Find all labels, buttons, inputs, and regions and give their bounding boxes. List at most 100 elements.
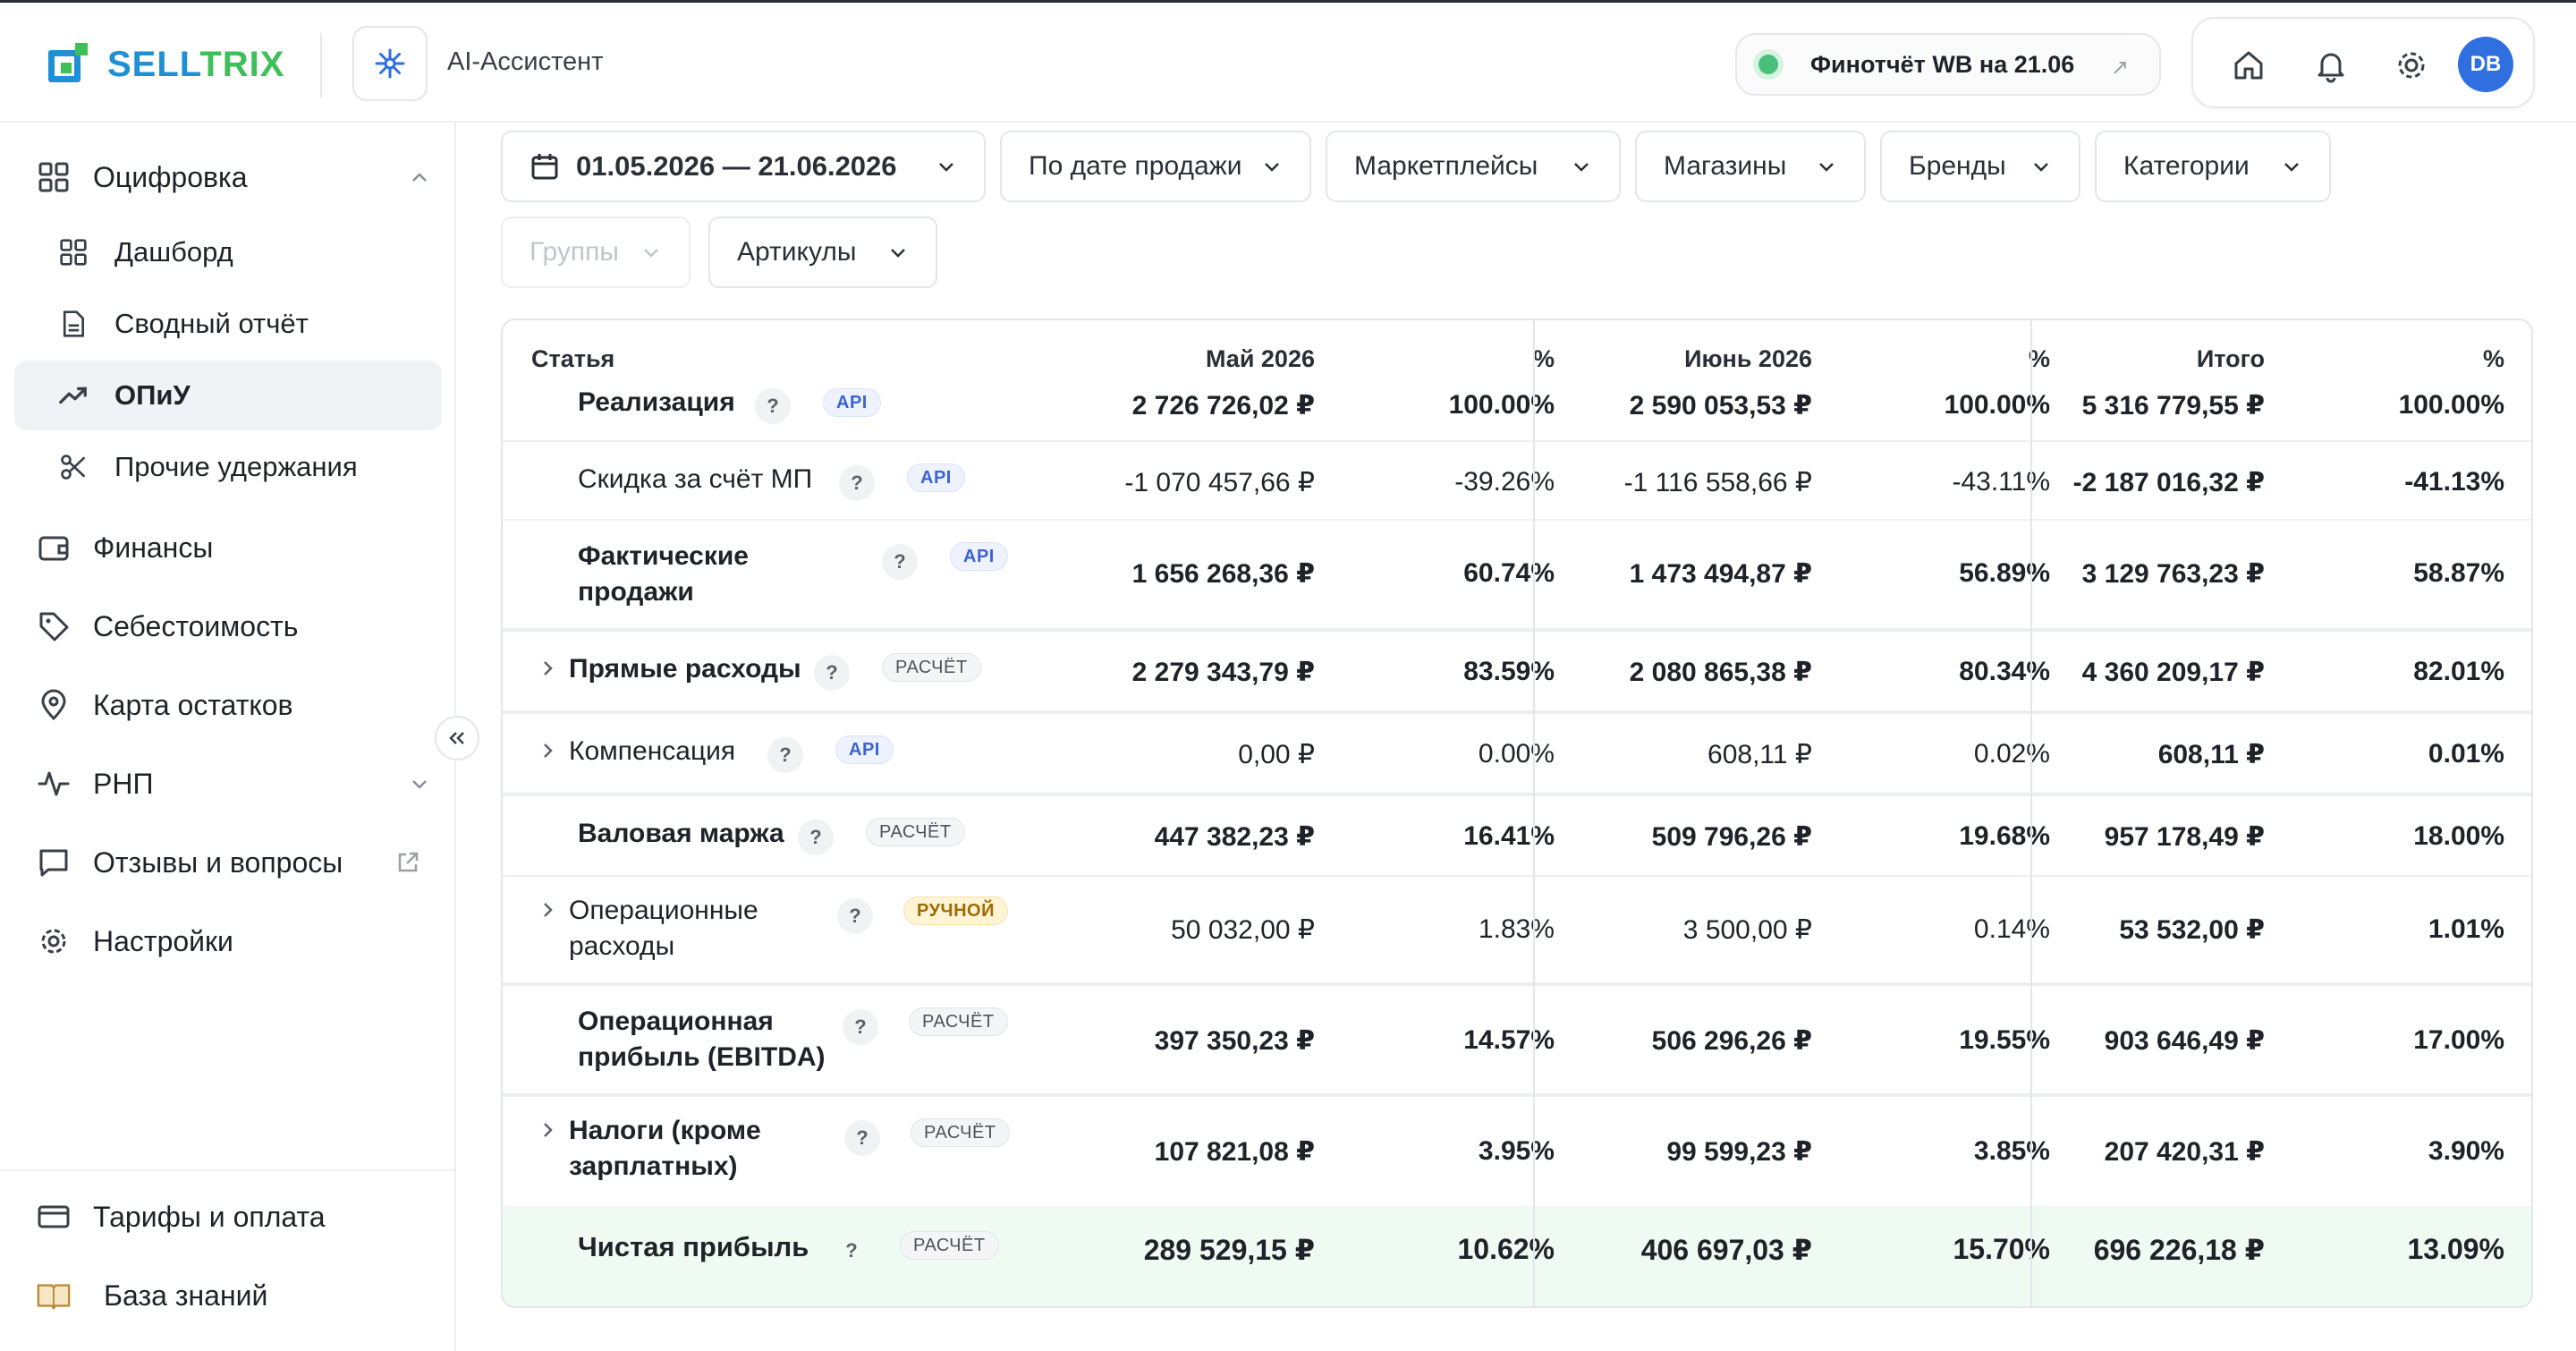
marketplaces-filter[interactable]: Маркетплейсы <box>1326 131 1621 202</box>
sidebar-item-stock-map[interactable]: Карта остатков <box>14 670 442 740</box>
help-icon[interactable]: ? <box>767 737 803 773</box>
col-item[interactable]: Статья <box>531 345 615 372</box>
sidebar-item-label: Оцифровка <box>93 160 248 193</box>
gear-icon[interactable] <box>2392 46 2431 85</box>
row-label: Операционная прибыль (EBITDA) <box>578 1007 826 1072</box>
sidebar-item-knowledge-base[interactable]: База знаний <box>14 1261 442 1330</box>
value-total-pct: 1.01% <box>2428 914 2504 944</box>
report-status-chip[interactable]: Финотчёт WB на 21.06 ↗ <box>1735 33 2161 96</box>
value-total-pct: 17.00% <box>2413 1025 2504 1055</box>
source-badge: РАСЧЁТ <box>900 1231 999 1260</box>
header-divider <box>320 33 322 98</box>
value-total: 53 532,00 ₽ <box>2119 915 2265 945</box>
source-badge: API <box>950 542 1008 571</box>
table-row[interactable]: Компенсация ? API 0,00 ₽ 0.00% 608,11 ₽ … <box>503 710 2531 793</box>
value-total: 903 646,49 ₽ <box>2104 1026 2265 1056</box>
sidebar-item-finance[interactable]: Финансы <box>14 513 442 582</box>
chevron-right-icon[interactable] <box>538 900 558 920</box>
selltrix-logo[interactable]: SELLTRIX <box>48 42 284 87</box>
sidebar-item-cost[interactable]: Себестоимость <box>14 591 442 661</box>
sidebar-item-settings[interactable]: Настройки <box>14 906 442 976</box>
value-total: -2 187 016,32 ₽ <box>2072 468 2265 497</box>
value-may: 0,00 ₽ <box>1238 740 1315 769</box>
table-row[interactable]: Налоги (кроме зарплатных) ? РАСЧЁТ 107 82… <box>503 1093 2531 1206</box>
sidebar-item-pnl[interactable]: ОПиУ <box>14 361 442 430</box>
source-badge: РУЧНОЙ <box>903 896 1008 925</box>
col-may-pct[interactable]: % <box>1532 345 1555 372</box>
row-label: Операционные расходы <box>569 896 758 961</box>
sidebar-item-label: Отзывы и вопросы <box>93 845 343 879</box>
table-row[interactable]: Реализация ? API 2 726 726,02 ₽ 100.00% … <box>503 379 2531 440</box>
row-label: Чистая прибыль <box>578 1231 809 1262</box>
table-row[interactable]: Операционная прибыль (EBITDA) ? РАСЧЁТ 39… <box>503 982 2531 1093</box>
help-icon[interactable]: ? <box>882 544 918 580</box>
avatar[interactable]: DB <box>2458 37 2513 92</box>
categories-filter[interactable]: Категории <box>2095 131 2331 202</box>
sale-date-filter[interactable]: По дате продажи <box>1000 131 1311 202</box>
sidebar-item-rnp[interactable]: РНП <box>14 749 442 819</box>
row-label: Валовая маржа <box>578 819 784 848</box>
sidebar-collapse-button[interactable] <box>435 716 479 760</box>
sidebar-item-label: Прочие удержания <box>114 451 358 482</box>
shops-filter[interactable]: Магазины <box>1635 131 1866 202</box>
help-icon[interactable]: ? <box>839 465 875 501</box>
help-icon[interactable]: ? <box>798 820 834 855</box>
bell-icon[interactable] <box>2311 46 2351 85</box>
value-may-pct: 0.00% <box>1478 739 1555 769</box>
chevron-right-icon[interactable] <box>538 741 558 760</box>
help-icon[interactable]: ? <box>814 655 850 691</box>
sidebar-item-reviews[interactable]: Отзывы и вопросы <box>14 828 442 897</box>
sidebar-item-other-deductions[interactable]: Прочие удержания <box>14 432 442 502</box>
table-row-net-profit[interactable]: Чистая прибыль ? РАСЧЁТ 289 529,15 ₽ 10.… <box>503 1206 2531 1306</box>
value-may-pct: 3.95% <box>1478 1136 1555 1166</box>
brands-filter[interactable]: Бренды <box>1880 131 2080 202</box>
help-icon[interactable]: ? <box>755 388 791 424</box>
value-may: -1 070 457,66 ₽ <box>1124 468 1315 497</box>
help-icon[interactable]: ? <box>843 1009 878 1045</box>
calendar-icon <box>531 154 558 180</box>
value-total: 696 226,18 ₽ <box>2093 1234 2265 1266</box>
groups-filter: Группы <box>501 217 691 288</box>
sidebar-item-summary-report[interactable]: Сводный отчёт <box>14 289 442 359</box>
filter-label: Маркетплейсы <box>1354 151 1538 181</box>
articles-filter[interactable]: Артикулы <box>708 217 937 288</box>
col-total-pct[interactable]: % <box>2482 345 2504 372</box>
value-total-pct: -41.13% <box>2404 467 2504 497</box>
sidebar-item-label: База знаний <box>104 1279 268 1312</box>
chevron-right-icon[interactable] <box>538 1120 558 1140</box>
help-icon[interactable]: ? <box>844 1120 880 1156</box>
home-icon[interactable] <box>2229 46 2268 85</box>
sidebar-item-billing[interactable]: Тарифы и оплата <box>14 1182 442 1252</box>
table-row[interactable]: Валовая маржа ? РАСЧЁТ 447 382,23 ₽ 16.4… <box>503 793 2531 875</box>
table-row[interactable]: Фактические продажи ? API 1 656 268,36 ₽ … <box>503 519 2531 628</box>
value-may-pct: 16.41% <box>1463 821 1555 851</box>
chevron-right-icon[interactable] <box>538 659 558 678</box>
table-row[interactable]: Скидка за счёт МП ? API -1 070 457,66 ₽ … <box>503 440 2531 519</box>
sidebar-item-dashboard[interactable]: Дашборд <box>14 217 442 287</box>
source-badge: РАСЧЁТ <box>911 1118 1010 1147</box>
chevron-up-icon[interactable] <box>406 164 433 191</box>
value-june-pct: 15.70% <box>1953 1233 2050 1265</box>
sidebar-item-digitization[interactable]: Оцифровка <box>14 142 442 212</box>
value-total-pct: 82.01% <box>2413 657 2504 686</box>
value-june-pct: 0.14% <box>1973 914 2050 944</box>
col-june[interactable]: Июнь 2026 <box>1684 345 1812 372</box>
ai-assistant-label[interactable]: AI-Ассистент <box>447 47 604 76</box>
external-link-icon <box>398 852 419 872</box>
help-icon[interactable]: ? <box>837 898 873 934</box>
map-pin-icon <box>36 687 72 723</box>
col-total[interactable]: Итого <box>2196 345 2265 372</box>
table-row[interactable]: Операционные расходы ? РУЧНОЙ 50 032,00 ₽… <box>503 875 2531 982</box>
value-may: 397 350,23 ₽ <box>1154 1026 1315 1056</box>
col-may[interactable]: Май 2026 <box>1205 345 1315 372</box>
value-june-pct: 0.02% <box>1973 739 2050 769</box>
ai-assistant-button[interactable] <box>352 26 428 101</box>
chevron-down-icon[interactable] <box>406 770 433 797</box>
help-icon[interactable]: ? <box>845 1239 858 1262</box>
table-row[interactable]: Прямые расходы ? РАСЧЁТ 2 279 343,79 ₽ 8… <box>503 628 2531 710</box>
date-range-filter[interactable]: 01.05.2026 — 21.06.2026 <box>501 131 986 202</box>
value-june: 509 796,26 ₽ <box>1651 822 1812 852</box>
filter-label: Группы <box>530 237 619 267</box>
chevron-down-icon <box>1819 163 1834 172</box>
app-header: SELLTRIX AI-Ассистент Финотчёт WB на 21.… <box>0 3 2576 123</box>
